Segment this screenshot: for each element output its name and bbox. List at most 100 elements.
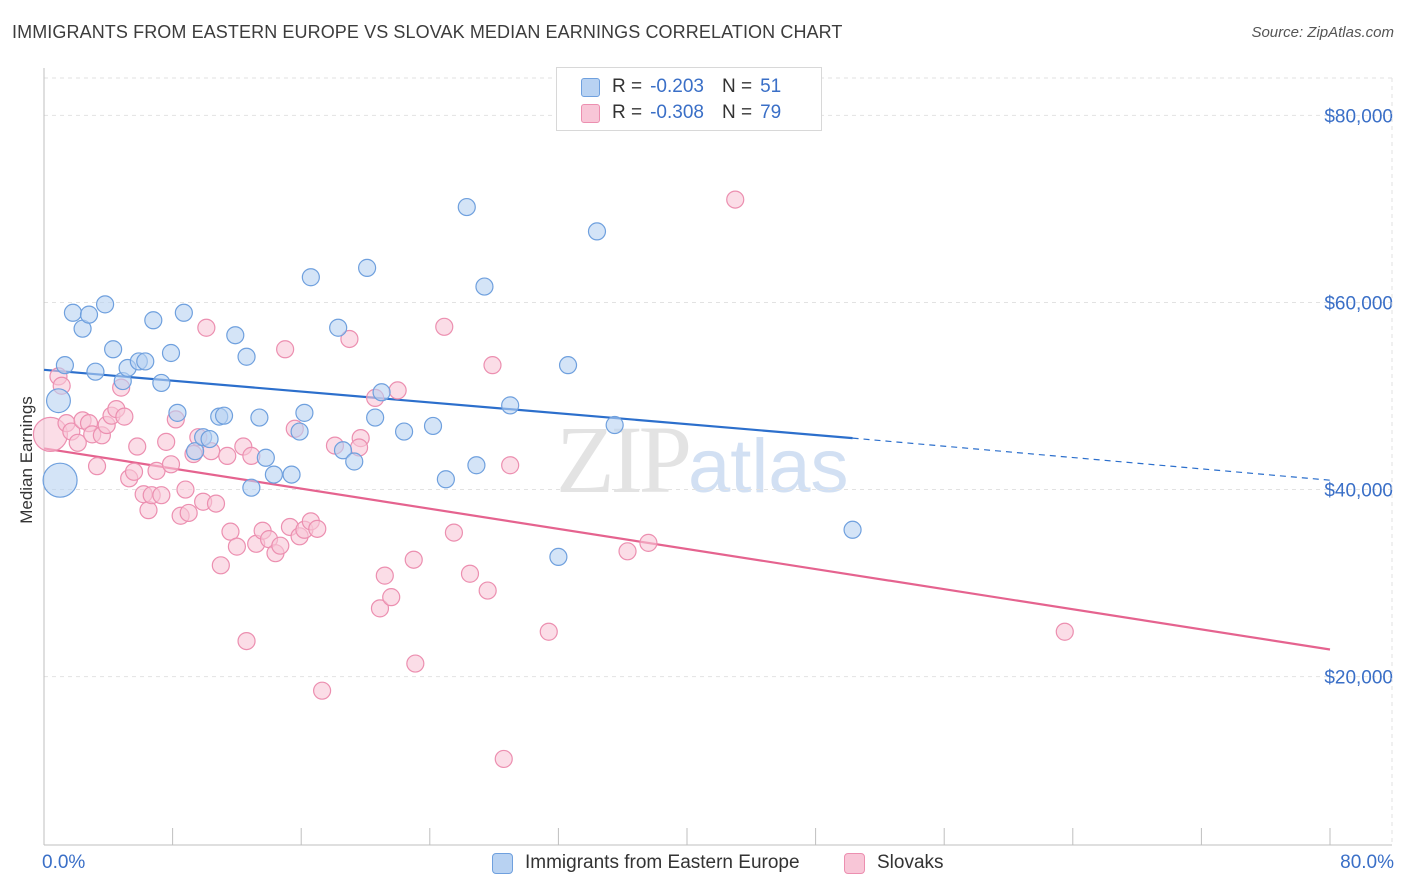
data-point-slovaks — [539, 622, 558, 641]
data-point-eastern-europe — [372, 383, 391, 402]
legend-row-slovaks: R = -0.308 N = 79 — [581, 102, 781, 124]
data-point-eastern-europe — [345, 452, 364, 471]
data-point-slovaks — [501, 456, 520, 475]
data-point-eastern-europe — [104, 340, 123, 359]
data-point-eastern-europe — [136, 352, 155, 371]
data-point-slovaks — [639, 533, 658, 552]
data-point-eastern-europe — [250, 408, 269, 427]
series-legend-slovaks[interactable]: Slovaks — [844, 852, 944, 874]
data-point-slovaks — [206, 494, 226, 513]
data-point-eastern-europe — [86, 362, 105, 381]
data-point-eastern-europe — [558, 356, 578, 375]
x-tick-label-max: 80.0% — [1340, 852, 1394, 873]
data-point-eastern-europe — [45, 388, 71, 414]
data-point-eastern-europe — [55, 356, 74, 375]
data-point-eastern-europe — [282, 465, 301, 484]
data-point-slovaks — [237, 631, 256, 651]
chart-title: IMMIGRANTS FROM EASTERN EUROPE VS SLOVAK… — [12, 22, 843, 42]
data-point-eastern-europe — [366, 408, 385, 427]
data-point-slovaks — [87, 457, 107, 476]
data-point-slovaks — [312, 681, 332, 700]
watermark-atlas: atlas — [688, 424, 849, 509]
data-point-eastern-europe — [475, 277, 494, 296]
data-point-slovaks — [1055, 622, 1074, 641]
data-point-slovaks — [221, 522, 240, 541]
data-point-slovaks — [128, 437, 147, 456]
data-point-slovaks — [382, 588, 401, 607]
data-point-eastern-europe — [63, 303, 83, 322]
data-point-eastern-europe — [168, 403, 187, 422]
y-tick-label: $80,000 — [1324, 106, 1393, 127]
data-point-slovaks — [483, 356, 502, 375]
data-point-eastern-europe — [587, 222, 607, 241]
data-point-slovaks — [157, 432, 176, 451]
legend-row-eastern-europe: R = -0.203 N = 51 — [581, 76, 781, 98]
x-tick-label-min: 0.0% — [42, 852, 86, 873]
data-point-eastern-europe — [457, 197, 476, 217]
data-point-slovaks — [308, 519, 327, 538]
data-point-slovaks — [271, 536, 290, 555]
data-point-slovaks — [68, 433, 87, 452]
legend-r-value: -0.308 — [650, 102, 704, 123]
data-point-slovaks — [404, 550, 423, 569]
data-point-slovaks — [726, 190, 745, 209]
data-point-eastern-europe — [394, 422, 414, 441]
data-point-slovaks — [179, 503, 198, 523]
data-point-eastern-europe — [290, 422, 309, 441]
data-point-slovaks — [388, 381, 407, 400]
data-point-eastern-europe — [214, 406, 234, 425]
data-point-eastern-europe — [95, 295, 115, 314]
trend-line-eastern-europe — [43, 368, 853, 440]
data-point-slovaks — [139, 501, 158, 520]
legend-n-value: 79 — [760, 102, 782, 123]
series-legend-label: Immigrants from Eastern Europe — [525, 852, 800, 873]
legend-r-label: R = — [612, 102, 643, 123]
legend-n-label: N = — [721, 76, 753, 97]
data-point-eastern-europe — [549, 547, 568, 567]
data-point-slovaks — [478, 581, 497, 600]
data-point-slovaks — [494, 749, 513, 769]
data-point-eastern-europe — [423, 416, 443, 436]
y-tick-label: $60,000 — [1324, 293, 1393, 314]
series-legend-label: Slovaks — [877, 852, 944, 873]
series-legend-eastern-europe[interactable]: Immigrants from Eastern Europe — [492, 852, 800, 874]
series-swatch-slovaks — [844, 852, 865, 874]
data-point-eastern-europe — [144, 311, 163, 330]
data-point-eastern-europe — [242, 478, 261, 497]
data-point-slovaks — [370, 599, 390, 618]
data-point-slovaks — [115, 407, 134, 426]
data-point-eastern-europe — [186, 442, 205, 461]
data-point-slovaks — [444, 523, 464, 542]
data-point-eastern-europe — [467, 456, 486, 475]
legend-swatch-slovaks — [581, 103, 600, 123]
y-tick-label: $40,000 — [1324, 481, 1393, 502]
data-point-slovaks — [460, 564, 480, 583]
stats-legend: R = -0.203 N = 51 R = -0.308 N = 79 — [556, 67, 822, 131]
data-point-slovaks — [161, 455, 181, 474]
data-point-slovaks — [227, 537, 246, 556]
watermark: ZIPatlas — [556, 404, 849, 515]
data-point-slovaks — [197, 318, 216, 337]
data-point-slovaks — [152, 486, 171, 505]
source-label: Source: ZipAtlas.com — [1251, 24, 1394, 41]
data-point-eastern-europe — [264, 465, 283, 484]
data-point-slovaks — [124, 462, 144, 481]
data-point-slovaks — [618, 542, 637, 561]
trend-line-extension — [852, 437, 1331, 481]
data-point-eastern-europe — [256, 448, 275, 467]
data-point-eastern-europe — [358, 258, 377, 277]
data-point-slovaks — [340, 329, 359, 349]
watermark-zip: ZIP — [556, 406, 692, 513]
data-point-slovaks — [176, 480, 195, 499]
data-point-eastern-europe — [161, 343, 181, 363]
legend-n-label: N = — [721, 102, 753, 123]
legend-swatch-eastern-europe — [581, 77, 600, 97]
data-point-eastern-europe — [501, 396, 520, 415]
data-point-slovaks — [218, 446, 237, 465]
data-point-slovaks — [435, 317, 454, 336]
data-point-eastern-europe — [436, 470, 455, 489]
data-point-eastern-europe — [42, 462, 78, 498]
data-point-eastern-europe — [226, 326, 245, 345]
data-point-eastern-europe — [329, 318, 348, 337]
data-point-slovaks — [211, 556, 230, 575]
